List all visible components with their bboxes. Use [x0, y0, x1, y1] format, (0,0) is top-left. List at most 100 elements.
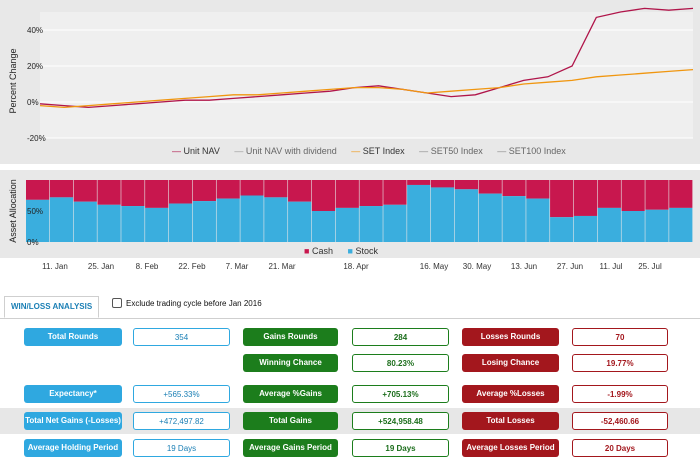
- expectancy-value: +565.33%: [133, 385, 230, 403]
- winning-chance-label: Winning Chance: [243, 354, 338, 372]
- total-net-gains-value: +472,497.82: [133, 412, 230, 430]
- exclude-checkbox[interactable]: [112, 298, 122, 308]
- legend-cash[interactable]: ■ Cash: [304, 246, 333, 256]
- stock-bar: [240, 195, 264, 242]
- x-tick-label: 27. Jun: [556, 262, 584, 271]
- y-tick-label: 50%: [27, 207, 43, 216]
- stats-row: Total Rounds 354 Gains Rounds 284 Losses…: [0, 324, 700, 350]
- stats-row: Total Net Gains (-Losses) +472,497.82 To…: [0, 408, 700, 434]
- stats-row: Expectancy* +565.33% Average %Gains +705…: [0, 381, 700, 407]
- stock-bar: [383, 204, 407, 242]
- winning-chance-value: 80.23%: [352, 354, 449, 372]
- cash-bar: [621, 180, 645, 211]
- cash-bar: [311, 180, 336, 211]
- total-rounds-value: 354: [133, 328, 230, 346]
- y-tick-label: -20%: [27, 134, 46, 143]
- average-holding-period-label: Average Holding Period: [24, 439, 122, 457]
- stock-bar: [97, 204, 121, 242]
- exclude-option[interactable]: Exclude trading cycle before Jan 2016: [112, 298, 262, 308]
- legend-stock[interactable]: ■ Stock: [347, 246, 378, 256]
- x-tick-label: 18. Apr: [343, 262, 369, 271]
- legend-set100-index-label: SET100 Index: [508, 146, 566, 156]
- stock-bar: [407, 184, 431, 242]
- stock-bar: [288, 201, 312, 242]
- allocation-chart-panel: 50% 0% Asset Allocation ■ Cash ■ Stock: [0, 170, 700, 258]
- cash-bar: [335, 180, 359, 208]
- x-tick-label: 13. Jun: [510, 262, 538, 271]
- analysis-tab-row: WIN/LOSS ANALYSIS Exclude trading cycle …: [0, 286, 700, 319]
- cash-bar: [526, 180, 550, 199]
- legend-unit-nav[interactable]: — Unit NAV: [172, 146, 220, 156]
- allocation-chart: 50% 0%: [26, 180, 693, 247]
- cash-bar: [502, 180, 526, 197]
- y-tick-label: 40%: [27, 26, 43, 35]
- legend-set-index[interactable]: — SET Index: [351, 146, 405, 156]
- cash-bar: [550, 180, 574, 218]
- stats-row: Average Holding Period 19 Days Average G…: [0, 435, 700, 461]
- stock-bar: [573, 215, 598, 242]
- tab-win-loss-analysis[interactable]: WIN/LOSS ANALYSIS: [4, 296, 100, 318]
- plot-area: [40, 12, 693, 138]
- average-gains-label: Average %Gains: [243, 385, 338, 403]
- cash-bar: [121, 180, 145, 207]
- cash-bar: [407, 180, 431, 185]
- stock-bar: [502, 196, 526, 242]
- legend-cash-label: Cash: [311, 246, 333, 256]
- stock-bar: [192, 201, 216, 242]
- losing-chance-value: 19.77%: [572, 354, 668, 372]
- expectancy-label: Expectancy*: [24, 385, 122, 403]
- stock-bar: [621, 211, 645, 242]
- stock-bar: [311, 211, 336, 242]
- y-tick-label: 20%: [27, 62, 43, 71]
- cash-bar: [573, 180, 598, 216]
- average-losses-value: -1.99%: [572, 385, 668, 403]
- cash-bar: [288, 180, 312, 202]
- legend-set50-index[interactable]: — SET50 Index: [419, 146, 483, 156]
- legend-unit-nav-label: Unit NAV: [183, 146, 220, 156]
- stock-bar: [49, 197, 74, 242]
- stock-bar: [645, 209, 669, 242]
- legend-unit-nav-dividend[interactable]: — Unit NAV with dividend: [234, 146, 337, 156]
- stock-bar: [26, 199, 50, 242]
- stock-bar: [145, 207, 169, 242]
- total-rounds-label: Total Rounds: [24, 328, 122, 346]
- nav-legend: — Unit NAV — Unit NAV with dividend — SE…: [166, 146, 572, 156]
- legend-stock-label: Stock: [355, 246, 378, 256]
- y-tick-label: 0%: [27, 98, 39, 107]
- alloc-legend: ■ Cash ■ Stock: [298, 246, 384, 256]
- stock-bar: [335, 207, 359, 242]
- x-tick-label: 22. Feb: [178, 262, 206, 271]
- stock-bar: [430, 187, 455, 242]
- stock-bar: [264, 197, 288, 242]
- gains-rounds-label: Gains Rounds: [243, 328, 338, 346]
- cash-bar: [430, 180, 455, 188]
- alloc-y-axis-label: Asset Allocation: [8, 179, 18, 243]
- legend-set50-index-label: SET50 Index: [430, 146, 483, 156]
- cash-bar: [383, 180, 407, 205]
- total-net-gains-label: Total Net Gains (-Losses): [24, 412, 122, 430]
- nav-y-axis-label: Percent Change: [8, 48, 18, 114]
- stock-bar: [478, 193, 502, 242]
- cash-bar: [97, 180, 121, 205]
- cash-bar: [26, 180, 50, 200]
- cash-bar: [49, 180, 74, 198]
- x-tick-label: 16. May: [419, 262, 449, 271]
- cash-bar: [359, 180, 383, 207]
- x-axis-ticks: 11. Jan 25. Jan 8. Feb 22. Feb 7. Mar 21. Mar…: [0, 262, 700, 276]
- cash-bar: [192, 180, 216, 202]
- cash-bar: [597, 180, 621, 208]
- cash-bar: [145, 180, 169, 208]
- cash-bar: [669, 180, 693, 208]
- stock-bar: [669, 207, 693, 242]
- legend-set100-index[interactable]: — SET100 Index: [497, 146, 566, 156]
- total-gains-label: Total Gains: [243, 412, 338, 430]
- average-gains-value: +705.13%: [352, 385, 449, 403]
- average-gains-period-label: Average Gains Period: [243, 439, 338, 457]
- x-tick-label: 30. May: [462, 262, 492, 271]
- average-gains-period-value: 19 Days: [352, 439, 449, 457]
- cash-bar: [240, 180, 264, 196]
- total-losses-label: Total Losses: [462, 412, 559, 430]
- stock-bar: [454, 189, 479, 242]
- stats-row: Winning Chance 80.23% Losing Chance 19.7…: [0, 350, 700, 376]
- cash-bar: [73, 180, 97, 202]
